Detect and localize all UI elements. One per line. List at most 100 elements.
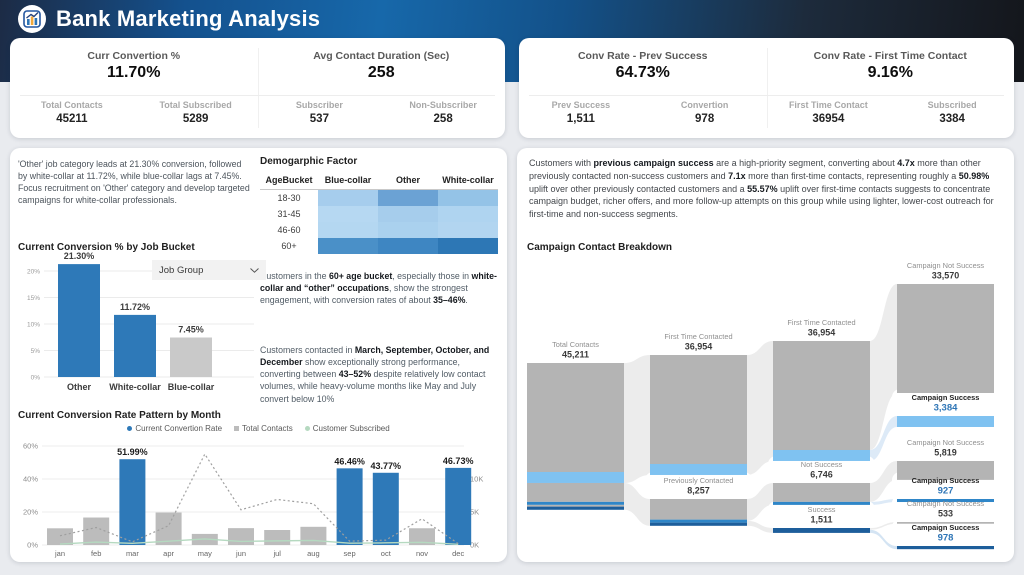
sankey-flow xyxy=(747,520,773,533)
svg-text:Campaign Success: Campaign Success xyxy=(912,476,980,485)
heatmap-cell[interactable] xyxy=(318,206,378,222)
svg-text:0%: 0% xyxy=(31,375,41,382)
svg-text:Other: Other xyxy=(67,382,92,392)
job-bar-Blue-collar[interactable] xyxy=(170,337,212,377)
sankey-label-plate xyxy=(768,501,875,526)
month-bar-jul[interactable] xyxy=(264,530,291,545)
job-bar-White-collar[interactable] xyxy=(114,314,156,377)
kpi-value: 11.70% xyxy=(107,64,161,81)
heatmap-cell[interactable] xyxy=(378,222,438,238)
sankey-bar-cns2[interactable] xyxy=(897,461,994,480)
monthly-combo-chart[interactable]: 0% 20% 40% 60% 0K 5K 10K jan feb mar apr may jun jul a… xyxy=(14,436,502,560)
heatmap-cell[interactable] xyxy=(318,222,378,238)
kpi-title: Curr Convertion % xyxy=(87,50,181,62)
svg-text:7.45%: 7.45% xyxy=(178,325,204,335)
month-bar-aug[interactable] xyxy=(300,526,327,545)
sankey-bar-total[interactable] xyxy=(527,506,624,510)
month-bar-jun[interactable] xyxy=(228,528,254,545)
sankey-label-plate xyxy=(892,389,999,414)
svg-text:43.77%: 43.77% xyxy=(371,461,402,471)
svg-text:33,570: 33,570 xyxy=(932,271,960,281)
sankey-bar-cs2[interactable] xyxy=(897,499,994,503)
sankey-bar-ftc2[interactable] xyxy=(650,463,747,475)
sankey-bar-ftc2[interactable] xyxy=(650,355,747,464)
sankey-bar-total[interactable] xyxy=(527,471,624,483)
svg-text:0%: 0% xyxy=(27,541,38,550)
sankey-bar-ftc3[interactable] xyxy=(773,341,870,450)
demographic-heatmap[interactable]: AgeBucket Blue-collar Other White-collar 18-… xyxy=(260,172,498,254)
sankey-label-plate xyxy=(645,472,752,497)
job-chart-title: Current Conversion % by Job Bucket xyxy=(18,242,195,253)
customer-subscribed-line[interactable] xyxy=(59,538,459,546)
svg-text:40%: 40% xyxy=(23,475,38,484)
right-analytics-card: Customers with previous campaign success… xyxy=(517,148,1014,562)
job-bar-Other[interactable] xyxy=(58,264,100,377)
heatmap-row-label: 31-45 xyxy=(277,209,301,219)
svg-text:jun: jun xyxy=(235,549,246,558)
sankey-bar-total[interactable] xyxy=(527,363,624,472)
svg-text:First Time Contacted: First Time Contacted xyxy=(787,318,855,327)
legend-item[interactable]: Current Convertion Rate xyxy=(127,424,222,433)
sankey-bar-cns3[interactable] xyxy=(897,522,994,524)
svg-text:20%: 20% xyxy=(27,269,40,276)
campaign-insight-text: Customers with previous campaign success… xyxy=(529,158,994,220)
job-group-dropdown[interactable]: Job Group xyxy=(152,260,266,280)
sankey-flow xyxy=(747,341,773,475)
sankey-bar-pc2[interactable] xyxy=(650,519,747,523)
heatmap-cell[interactable] xyxy=(318,190,378,206)
kpi-conv-prev-success: Conv Rate - Prev Success 64.73% xyxy=(519,46,767,92)
month-bar-sep[interactable] xyxy=(336,468,363,545)
sankey-bar-ftc3[interactable] xyxy=(773,449,870,461)
kpi-card-left: Curr Convertion % 11.70% Avg Contact Dur… xyxy=(10,38,505,138)
month-bar-dec[interactable] xyxy=(445,467,472,545)
sankey-bar-cs1[interactable] xyxy=(897,416,994,427)
legend-item[interactable]: Customer Subscribed xyxy=(304,424,390,433)
sankey-bar-ns3[interactable] xyxy=(773,483,870,502)
metric-convertion: Convertion 978 xyxy=(643,100,767,125)
heatmap-cell[interactable] xyxy=(378,238,438,254)
sankey-bar-cs3[interactable] xyxy=(897,546,994,550)
sankey-bar-total[interactable] xyxy=(527,504,624,507)
svg-text:1,511: 1,511 xyxy=(810,515,832,525)
metric-value: 978 xyxy=(695,113,715,125)
job-bucket-bar-chart[interactable]: 0% 5% 10% 15% 20% 21.30% Other 11.72% White-coll… xyxy=(18,248,258,398)
dropdown-label: Job Group xyxy=(159,264,204,276)
heatmap-row-label: 18-30 xyxy=(277,193,301,203)
svg-text:8,257: 8,257 xyxy=(687,486,710,496)
sankey-bar-pc2[interactable] xyxy=(650,522,747,526)
heatmap-cell[interactable] xyxy=(438,190,498,206)
heatmap-cell[interactable] xyxy=(438,206,498,222)
month-bar-oct[interactable] xyxy=(372,472,399,545)
legend-item[interactable]: Total Contacts xyxy=(234,424,293,433)
heatmap-cell[interactable] xyxy=(438,238,498,254)
sankey-bar-pc2[interactable] xyxy=(650,499,747,520)
month-bar-apr[interactable] xyxy=(155,512,182,545)
heatmap-col-header: White-collar xyxy=(438,172,498,190)
heatmap-row-header: AgeBucket xyxy=(260,172,318,190)
svg-text:Blue-collar: Blue-collar xyxy=(168,382,215,392)
sankey-bar-cns1[interactable] xyxy=(897,284,994,393)
heatmap-cell[interactable] xyxy=(378,206,438,222)
svg-text:dec: dec xyxy=(452,549,464,558)
heatmap-cell[interactable] xyxy=(378,190,438,206)
kpi-conv-first-time: Conv Rate - First Time Contact 9.16% xyxy=(767,46,1015,92)
divider xyxy=(766,48,768,128)
svg-text:20%: 20% xyxy=(23,508,38,517)
heatmap-cell[interactable] xyxy=(438,222,498,238)
svg-text:533: 533 xyxy=(938,509,953,519)
breakdown-title: Campaign Contact Breakdown xyxy=(527,242,673,253)
sankey-bar-s3[interactable] xyxy=(773,528,870,533)
svg-text:5,819: 5,819 xyxy=(934,448,957,458)
sankey-bar-ns3[interactable] xyxy=(773,501,870,505)
sankey-bar-total[interactable] xyxy=(527,482,624,502)
month-bar-nov[interactable] xyxy=(409,528,435,545)
sankey-flow xyxy=(870,284,897,450)
sankey-bar-total[interactable] xyxy=(527,501,624,505)
month-bar-jan[interactable] xyxy=(47,528,73,545)
month-bar-mar[interactable] xyxy=(119,459,146,545)
metric-label: First Time Contact xyxy=(788,100,868,110)
legend-marker-icon xyxy=(304,426,310,431)
svg-text:Campaign Success: Campaign Success xyxy=(912,523,980,532)
heatmap-cell[interactable] xyxy=(318,238,378,254)
